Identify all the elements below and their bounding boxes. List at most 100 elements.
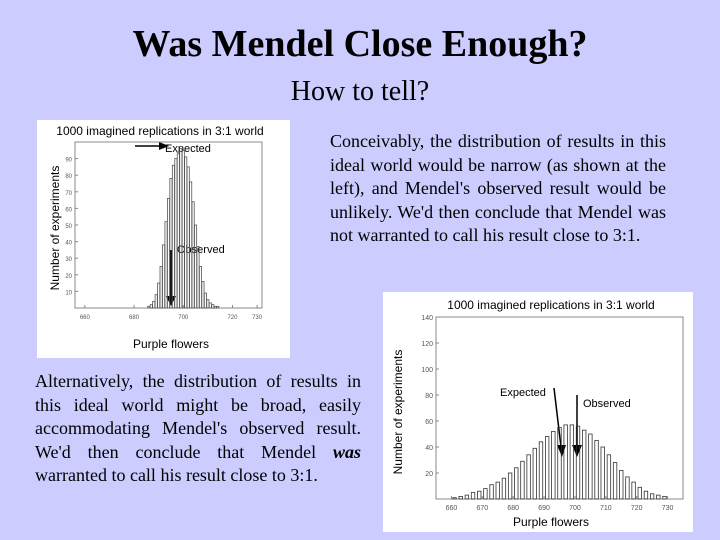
chart2-bar — [563, 424, 568, 500]
chart1-y-tick-label: 60 — [65, 207, 72, 213]
chart2-bar — [532, 447, 537, 500]
chart2-bar — [612, 462, 618, 500]
chart1-bar — [201, 281, 205, 309]
chart2-bar — [526, 454, 531, 500]
chart2-x-tick-label: 660 — [446, 505, 458, 512]
chart2-expected-label: Expected — [500, 387, 546, 399]
chart1-bar — [194, 224, 198, 309]
broad-distribution-svg: 1000 imagined replications in 3:1 world … — [391, 298, 684, 529]
chart2-y-tick-label: 60 — [425, 419, 433, 426]
chart2-bar — [625, 476, 630, 500]
chart1-bar — [184, 156, 188, 309]
chart2-bar — [656, 494, 661, 500]
chart1-y-axis-label: Number of experiments — [48, 166, 62, 291]
chart2-bar — [507, 472, 513, 500]
chart2-y-tick-label: 140 — [421, 315, 433, 322]
broad-paragraph-text-end: warranted to call his result close to 3:… — [35, 465, 318, 485]
chart1-bar — [208, 302, 212, 309]
chart1-bar — [166, 198, 170, 309]
chart1-bar — [213, 305, 217, 309]
chart2-bar — [662, 495, 667, 500]
chart2-x-tick-label: 730 — [662, 505, 674, 512]
broad-paragraph-emphasis: was — [332, 441, 361, 462]
chart2-plot-frame — [435, 316, 684, 500]
chart2-bar — [600, 446, 605, 500]
chart2-bar — [501, 477, 507, 500]
chart2-bar — [588, 433, 593, 500]
narrow-distribution-chart: 1000 imagined replications in 3:1 world … — [37, 120, 290, 358]
chart2-bar — [538, 441, 544, 500]
chart1-bar — [181, 149, 185, 309]
chart1-title: 1000 imagined replications in 3:1 world — [56, 124, 263, 138]
chart2-bar — [643, 490, 649, 500]
chart2-observed-label: Observed — [583, 398, 631, 410]
chart1-bar — [164, 221, 168, 309]
chart2-bar — [489, 484, 494, 500]
chart1-bar — [174, 158, 178, 309]
chart1-bar — [152, 300, 156, 309]
chart1-y-tick-label: 80 — [65, 174, 72, 180]
chart2-bar — [464, 494, 470, 500]
chart2-bar — [477, 490, 482, 500]
chart1-x-tick-label: 720 — [227, 315, 238, 321]
chart2-bar — [495, 481, 500, 500]
chart1-bar — [198, 266, 202, 309]
chart1-bar — [186, 166, 190, 309]
chart1-expected-label: Expected — [165, 143, 211, 155]
chart1-y-tick-label: 10 — [65, 290, 72, 296]
chart1-x-axis-label: Purple flowers — [133, 337, 209, 351]
chart1-bar — [176, 151, 180, 309]
chart2-bar — [569, 424, 575, 500]
chart2-bar — [575, 425, 581, 500]
chart1-x-tick-label: 730 — [252, 315, 263, 321]
chart2-title: 1000 imagined replications in 3:1 world — [447, 298, 654, 312]
narrow-distribution-svg: 1000 imagined replications in 3:1 world … — [48, 124, 264, 351]
chart2-bar — [470, 492, 476, 500]
broad-paragraph-text-start: Alternatively, the distribution of resul… — [35, 371, 361, 462]
chart1-plot-frame — [74, 141, 263, 309]
chart1-y-tick-label: 90 — [65, 158, 72, 164]
chart2-y-axis-label: Number of experiments — [391, 350, 405, 475]
chart2-y-tick-label: 120 — [421, 341, 433, 348]
chart2-bar — [594, 440, 599, 500]
chart1-y-tick-label: 20 — [65, 274, 72, 280]
chart2-x-axis-label: Purple flowers — [513, 515, 589, 529]
chart2-x-tick-label: 690 — [538, 505, 550, 512]
chart1-x-tick-label: 660 — [80, 315, 91, 321]
chart2-y-tick-label: 100 — [421, 367, 433, 374]
chart2-bar — [557, 427, 562, 500]
chart1-x-tick-label: 700 — [178, 315, 189, 321]
chart2-x-tick-label: 720 — [631, 505, 643, 512]
chart1-bar — [147, 305, 151, 309]
chart2-y-tick-label: 80 — [425, 393, 433, 400]
chart2-bar — [514, 467, 519, 500]
chart2-bar — [649, 493, 655, 500]
chart2-x-tick-label: 680 — [507, 505, 519, 512]
chart2-bar — [582, 429, 587, 500]
chart1-bar — [157, 282, 161, 309]
chart2-y-tick-label: 20 — [425, 471, 433, 478]
slide-title: Was Mendel Close Enough? — [132, 23, 588, 65]
chart2-x-tick-label: 710 — [600, 505, 612, 512]
broad-explanation-paragraph: Alternatively, the distribution of resul… — [35, 370, 361, 488]
chart1-bar — [159, 266, 163, 309]
chart1-x-tick-label: 680 — [129, 315, 140, 321]
chart1-bar — [203, 292, 207, 309]
chart2-expected-arrow-shaft — [553, 387, 562, 448]
chart2-x-tick-label: 670 — [476, 505, 488, 512]
chart2-bar — [452, 497, 457, 500]
chart1-y-tick-label: 70 — [65, 191, 72, 197]
chart1-y-tick-label: 30 — [65, 257, 72, 263]
chart2-bar — [631, 481, 636, 500]
chart1-expected-arrow-head — [159, 142, 169, 150]
chart1-bar — [206, 299, 210, 309]
chart2-bar — [606, 454, 612, 500]
chart1-y-tick-label: 40 — [65, 241, 72, 247]
broad-distribution-chart: 1000 imagined replications in 3:1 world … — [383, 292, 693, 532]
chart2-y-tick-label: 40 — [425, 445, 433, 452]
narrow-explanation-paragraph: Conceivably, the distribution of results… — [330, 131, 666, 245]
chart1-observed-arrow-head — [166, 296, 176, 306]
chart2-bar — [551, 430, 556, 500]
chart2-bar — [544, 436, 550, 500]
chart2-bar — [483, 488, 488, 500]
